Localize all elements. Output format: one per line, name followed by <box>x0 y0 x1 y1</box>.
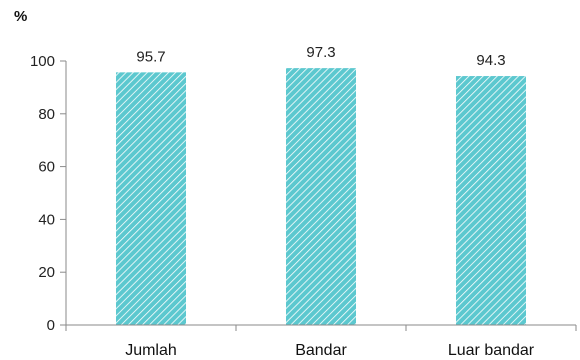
y-tick-label: 40 <box>38 211 55 228</box>
x-axis <box>65 324 577 331</box>
y-tick-label: 60 <box>38 159 55 176</box>
bar <box>286 68 356 326</box>
category-labels: Jumlah Bandar Luar bandar <box>125 342 535 359</box>
data-labels: 95.7 97.3 94.3 <box>136 44 505 69</box>
y-tick-label: 80 <box>38 106 55 123</box>
category-label: Jumlah <box>125 342 177 359</box>
data-label: 95.7 <box>136 48 165 65</box>
y-tick-label: 100 <box>30 53 55 70</box>
data-label: 94.3 <box>476 52 505 69</box>
bars <box>116 68 526 326</box>
y-tick-label: 20 <box>38 264 55 281</box>
category-label: Luar bandar <box>448 342 535 359</box>
category-label: Bandar <box>295 342 347 359</box>
bar <box>116 72 186 326</box>
y-tick-label: 0 <box>47 317 55 334</box>
data-label: 97.3 <box>306 44 335 61</box>
bar <box>456 76 526 325</box>
y-axis-label: % <box>14 8 27 25</box>
y-axis-ticks: 0 20 40 60 80 100 <box>30 53 67 334</box>
